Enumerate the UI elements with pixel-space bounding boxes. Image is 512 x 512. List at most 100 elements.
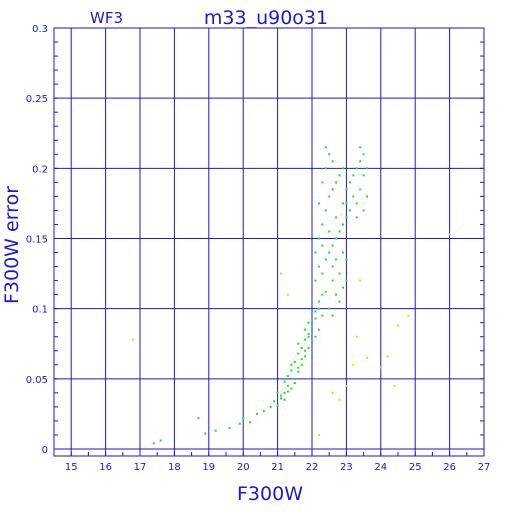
x-axis-label: F300W — [237, 483, 303, 505]
data-point — [348, 181, 351, 184]
data-point — [331, 160, 334, 163]
x-tick-label: 17 — [134, 462, 147, 473]
data-point — [362, 174, 365, 177]
data-point — [321, 244, 324, 247]
data-point — [335, 258, 338, 261]
data-point — [345, 188, 348, 191]
x-tick-label: 15 — [65, 462, 78, 473]
y-tick-label: 0.2 — [32, 164, 48, 175]
x-tick-label: 25 — [409, 462, 422, 473]
x-tick-label: 22 — [306, 462, 319, 473]
chart-title: m33_u90o31 — [204, 7, 328, 29]
data-point — [255, 412, 258, 415]
data-point — [304, 349, 307, 352]
data-point — [132, 338, 135, 341]
data-point — [341, 223, 344, 226]
data-point — [321, 293, 324, 296]
data-point — [321, 314, 324, 317]
data-point — [345, 202, 348, 205]
data-point — [317, 328, 320, 331]
x-tick-label: 26 — [443, 462, 456, 473]
data-point — [345, 384, 348, 387]
data-point — [321, 223, 324, 226]
y-tick-label: 0 — [42, 445, 48, 456]
x-tick-label: 24 — [374, 462, 387, 473]
instrument-label: WF3 — [90, 9, 123, 27]
data-point — [338, 300, 341, 303]
data-point — [300, 363, 303, 366]
data-point — [307, 346, 310, 349]
data-point — [345, 258, 348, 261]
data-point — [238, 422, 241, 425]
data-point — [204, 432, 207, 435]
data-point — [324, 209, 327, 212]
x-tick-label: 19 — [202, 462, 215, 473]
data-point — [355, 202, 358, 205]
data-point — [407, 314, 410, 317]
data-point — [341, 251, 344, 254]
data-point — [283, 380, 286, 383]
data-point — [304, 338, 307, 341]
data-point — [359, 279, 362, 282]
data-point — [331, 279, 334, 282]
data-point — [345, 279, 348, 282]
data-point — [228, 426, 231, 429]
data-point — [307, 332, 310, 335]
data-point — [393, 384, 396, 387]
x-tick-label: 23 — [340, 462, 353, 473]
data-point — [331, 265, 334, 268]
data-point — [338, 272, 341, 275]
data-point — [297, 352, 300, 355]
data-point — [314, 251, 317, 254]
y-tick-label: 0.05 — [26, 375, 48, 386]
data-point — [300, 346, 303, 349]
data-point — [328, 230, 331, 233]
data-point — [335, 216, 338, 219]
x-tick-label: 27 — [478, 462, 491, 473]
data-point — [304, 328, 307, 331]
data-point — [311, 321, 313, 324]
data-point — [290, 369, 293, 372]
data-point — [297, 370, 300, 373]
data-point — [355, 216, 358, 219]
data-point — [269, 405, 272, 408]
data-point — [311, 327, 313, 330]
data-point — [321, 181, 324, 184]
data-point — [324, 167, 327, 170]
data-point — [448, 233, 451, 236]
data-point — [335, 293, 338, 296]
data-point — [352, 174, 355, 177]
data-point — [276, 404, 279, 407]
data-point — [314, 317, 317, 320]
data-point — [317, 265, 320, 268]
data-point — [345, 216, 348, 219]
data-point — [197, 417, 200, 420]
data-point — [359, 160, 362, 163]
data-point — [366, 356, 369, 359]
data-point — [311, 356, 313, 359]
data-point — [314, 279, 317, 282]
data-point — [307, 321, 310, 324]
data-point — [341, 202, 344, 205]
x-tick-label: 18 — [168, 462, 181, 473]
data-point — [335, 237, 338, 240]
data-point — [290, 363, 293, 366]
data-point — [317, 307, 320, 310]
data-point — [348, 209, 351, 212]
data-point — [159, 439, 162, 442]
data-point — [293, 382, 296, 385]
plot-frame — [53, 27, 485, 457]
data-point — [324, 290, 327, 293]
data-point — [280, 397, 283, 400]
data-point — [249, 421, 252, 424]
x-tick-label: 21 — [271, 462, 284, 473]
data-point — [317, 433, 320, 436]
data-point — [341, 167, 344, 170]
data-point — [283, 391, 286, 394]
data-point — [280, 394, 283, 397]
data-point — [328, 307, 331, 310]
data-point — [262, 410, 265, 413]
data-point — [362, 209, 365, 212]
data-point — [338, 230, 341, 233]
y-axis-label: F300W error — [1, 186, 23, 304]
